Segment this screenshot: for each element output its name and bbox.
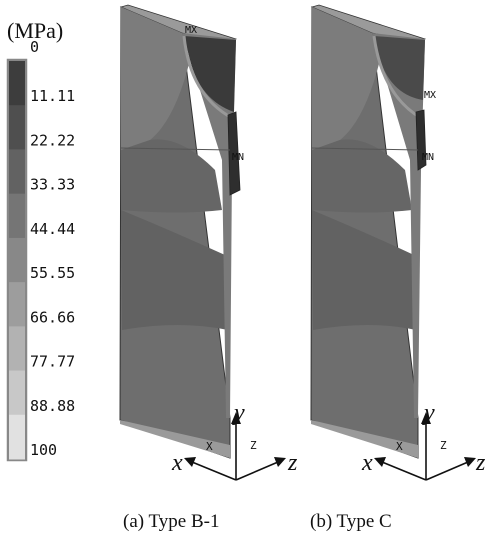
axis-triad: y x z X Z [361, 400, 486, 481]
min-tag: MN [422, 152, 434, 163]
max-tag: MX [424, 90, 436, 101]
legend-band [9, 105, 25, 150]
axis-z-label: z [475, 450, 486, 476]
legend-tick-label: 100 [30, 441, 57, 459]
legend-band [9, 326, 25, 372]
axis-z-label: z [287, 450, 298, 476]
contour-upper-left [121, 7, 190, 150]
specimen-right-face [372, 33, 425, 418]
panel-type-c: MX MN y x z X Z (b) Type C [310, 4, 486, 532]
max-tag: MX [185, 25, 197, 36]
axis-y-label: y [422, 400, 435, 426]
axis-X-small: X [206, 440, 213, 453]
legend-bands [9, 61, 25, 460]
legend-unit: (MPa) [7, 18, 63, 43]
axis-triad: y x z X Z [171, 400, 298, 481]
legend-tick-label: 22.22 [30, 131, 75, 149]
contour-lower-band [121, 210, 228, 330]
side-plate [227, 111, 241, 196]
legend-band [9, 282, 25, 327]
specimen-bottom-edge [120, 420, 230, 458]
legend-band [9, 237, 25, 283]
contour-lower-band [312, 210, 416, 330]
legend-band [9, 370, 25, 416]
contour-max-region [374, 36, 425, 100]
quarter-circle-edge [182, 35, 233, 120]
legend-tick-label: 66.66 [30, 308, 75, 326]
legend-band [9, 193, 25, 239]
contour-max-region [184, 36, 236, 112]
axis-y-label: y [232, 400, 245, 426]
specimen-bottom-edge [311, 420, 418, 458]
axis-x-label: x [171, 450, 183, 476]
axis-x-label: x [361, 450, 373, 476]
axis-Z-small: Z [440, 439, 447, 452]
legend-tick-label: 77.77 [30, 353, 75, 371]
section-line [120, 147, 231, 151]
axis-Z-small: Z [250, 439, 257, 452]
caption-b: (b) Type C [310, 511, 392, 532]
axis-X-small: X [396, 440, 403, 453]
caption-a: (a) Type B-1 [123, 511, 219, 532]
quarter-circle-edge [372, 35, 422, 120]
legend-frame [6, 58, 28, 462]
legend-tick-label: 44.44 [30, 220, 75, 238]
legend-tick-label: 0 [30, 38, 39, 56]
legend-tick-label: 55.55 [30, 264, 75, 282]
panel-type-b1: MX MN y x z X Z (a) Type B-1 [119, 4, 298, 532]
legend-band [9, 149, 25, 195]
min-tag: MN [232, 152, 244, 163]
legend-tick-label: 11.11 [30, 87, 75, 105]
legend-ticks: 0 11.11 22.22 33.33 44.44 55.55 66.66 77.77 88.8… [30, 38, 75, 459]
specimen-right-face [182, 33, 236, 418]
legend-tick-label: 33.33 [30, 176, 75, 194]
legend: (MPa) 0 11.11 22.22 33.33 44.44 55.55 66.66 77.… [6, 18, 75, 462]
legend-band [9, 61, 25, 106]
legend-band [9, 414, 25, 460]
contour-mid-band [312, 139, 412, 213]
contour-upper-left [312, 7, 380, 150]
section-line [311, 147, 419, 151]
side-plate [415, 109, 427, 171]
contour-mid-band [121, 139, 222, 213]
legend-tick-label: 88.88 [30, 397, 75, 415]
